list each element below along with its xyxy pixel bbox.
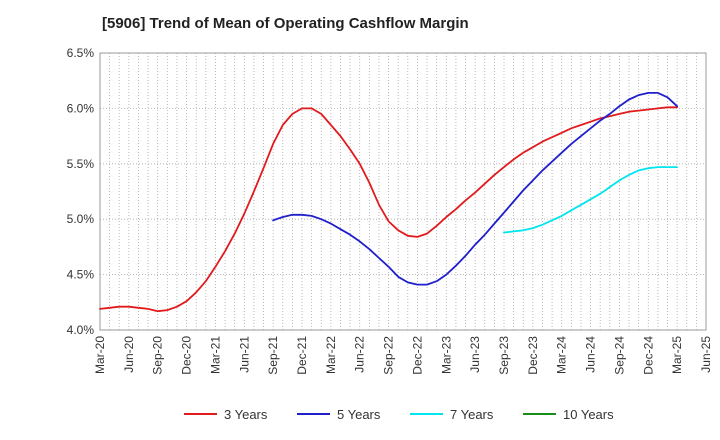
legend-label: 5 Years — [337, 407, 381, 422]
legend-label: 7 Years — [450, 407, 494, 422]
legend-item-7-years: 7 Years — [410, 407, 494, 422]
x-tick-label: Dec-22 — [410, 336, 424, 375]
x-tick-label: Jun-24 — [584, 336, 598, 373]
series-line-5-years — [272, 92, 678, 286]
x-tick-label: Sep-20 — [151, 336, 165, 375]
chart-title: [5906] Trend of Mean of Operating Cashfl… — [102, 15, 469, 32]
x-tick-label: Mar-23 — [439, 336, 453, 374]
plot-frame — [99, 52, 707, 331]
x-tick-label: Jun-22 — [353, 336, 367, 373]
x-tick-label: Sep-24 — [612, 336, 626, 375]
x-tick-label: Dec-24 — [641, 336, 655, 375]
legend-item-3-years: 3 Years — [184, 407, 268, 422]
series-line-3-years — [99, 106, 678, 313]
y-axis: 4.0% 4.5% 5.0% 5.5% 6.0% 6.5% — [67, 46, 95, 337]
x-tick-label: Jun-21 — [237, 336, 251, 373]
x-tick-label: Mar-24 — [555, 336, 569, 374]
y-tick-label: 5.5% — [67, 157, 95, 171]
grid-layer — [100, 52, 706, 331]
legend-label: 10 Years — [563, 407, 614, 422]
x-tick-label: Mar-22 — [324, 336, 338, 374]
legend-item-10-years: 10 Years — [523, 407, 614, 422]
y-tick-label: 5.0% — [67, 212, 95, 226]
x-axis: Mar-20 Jun-20 Sep-20 Dec-20 Mar-21 Jun-21 Sep-… — [93, 336, 713, 375]
legend-item-5-years: 5 Years — [297, 407, 381, 422]
y-tick-label: 6.0% — [67, 101, 95, 115]
series-line-7-years — [503, 166, 678, 234]
y-tick-label: 4.5% — [67, 268, 95, 282]
x-tick-label: Jun-20 — [122, 336, 136, 373]
x-tick-label: Mar-25 — [670, 336, 684, 374]
y-tick-label: 6.5% — [67, 46, 95, 60]
x-tick-label: Jun-25 — [699, 336, 713, 373]
x-tick-label: Dec-20 — [180, 336, 194, 375]
y-tick-label: 4.0% — [67, 323, 95, 337]
legend: 3 Years 5 Years 7 Years 10 Years — [184, 407, 614, 422]
x-tick-label: Sep-22 — [382, 336, 396, 375]
legend-label: 3 Years — [224, 407, 268, 422]
x-tick-label: Dec-21 — [295, 336, 309, 375]
x-tick-label: Jun-23 — [468, 336, 482, 373]
x-tick-label: Sep-23 — [497, 336, 511, 375]
x-tick-label: Sep-21 — [266, 336, 280, 375]
x-tick-label: Dec-23 — [526, 336, 540, 375]
series-layer — [99, 92, 678, 313]
x-tick-label: Mar-20 — [93, 336, 107, 374]
x-tick-label: Mar-21 — [208, 336, 222, 374]
